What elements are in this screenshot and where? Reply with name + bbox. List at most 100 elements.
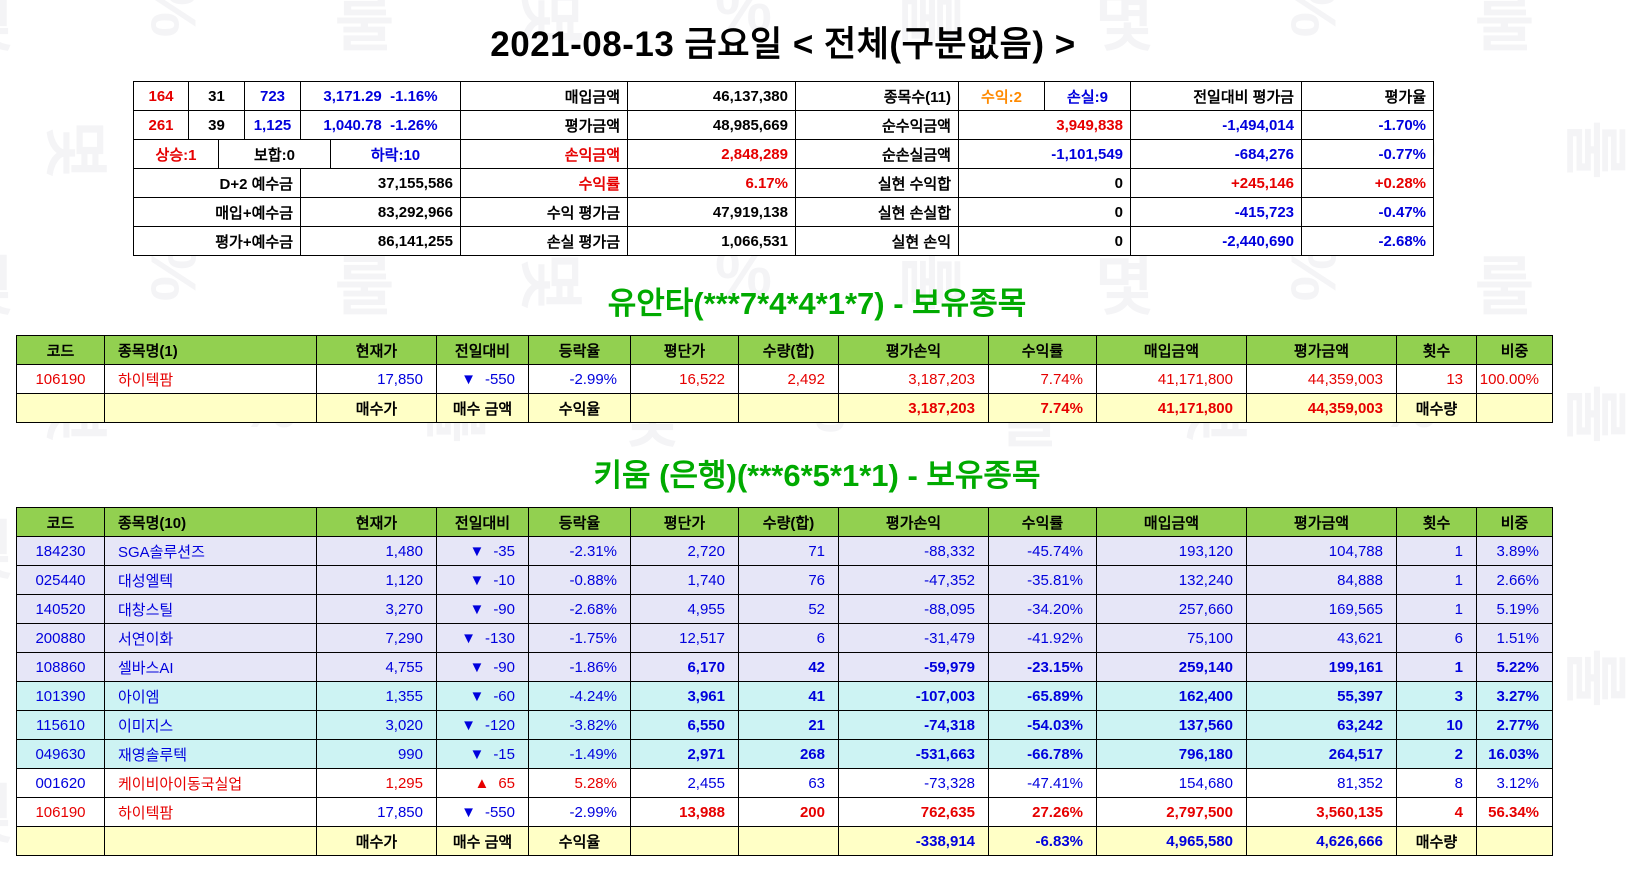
footer-buy-price-label: 매수가	[317, 827, 437, 856]
change-percent: -0.88%	[529, 566, 631, 595]
avg-price: 16,522	[631, 365, 739, 394]
eval-profit-loss: -73,328	[839, 769, 989, 798]
holdings-header-cell: 전일대비	[437, 508, 529, 537]
quantity: 21	[739, 711, 839, 740]
footer-total-eval-amount: 44,359,003	[1247, 394, 1397, 423]
summary-cell: 평가+예수금	[134, 227, 301, 256]
down-arrow-icon: ▼	[469, 687, 485, 705]
summary-cell: -1,494,014	[1131, 111, 1302, 140]
summary-row: D+2 예수금 37,155,586 수익률 6.17% 실현 수익합 0 +245,146…	[134, 169, 1434, 198]
holdings-row: 106190 하이텍팜 17,850 ▼ -550 -2.99% 16,522 2,492 3,…	[17, 365, 1553, 394]
price-change: ▼ -550	[437, 365, 529, 394]
trade-count: 3	[1397, 682, 1477, 711]
footer-empty	[1477, 827, 1553, 856]
profit-rate: -41.92%	[989, 624, 1097, 653]
buy-amount: 162,400	[1097, 682, 1247, 711]
eval-amount: 264,517	[1247, 740, 1397, 769]
change-percent: -2.31%	[529, 537, 631, 566]
current-price: 3,270	[317, 595, 437, 624]
stock-name: 하이텍팜	[105, 798, 317, 827]
profit-rate: -45.74%	[989, 537, 1097, 566]
change-percent: -3.82%	[529, 711, 631, 740]
summary-cell: 평가금액	[461, 111, 628, 140]
holdings-header-cell: 평가금액	[1247, 336, 1397, 365]
summary-cell: +245,146	[1131, 169, 1302, 198]
summary-cell: 손익금액	[461, 140, 628, 169]
weight-percent: 3.12%	[1477, 769, 1553, 798]
eval-amount: 63,242	[1247, 711, 1397, 740]
profit-rate: 7.74%	[989, 365, 1097, 394]
price-change-value: -550	[484, 803, 515, 821]
down-arrow-icon: ▼	[461, 803, 476, 821]
holdings-header-cell: 등락율	[529, 336, 631, 365]
price-change: ▲ 65	[437, 769, 529, 798]
trade-count: 10	[1397, 711, 1477, 740]
profit-rate: -35.81%	[989, 566, 1097, 595]
avg-price: 2,720	[631, 537, 739, 566]
price-change-value: -130	[484, 629, 515, 647]
footer-buy-qty-label: 매수량	[1397, 394, 1477, 423]
eval-amount: 43,621	[1247, 624, 1397, 653]
holdings-row: 184230 SGA솔루션즈 1,480 ▼ -35 -2.31% 2,720 71 -88,3…	[17, 537, 1553, 566]
current-price: 1,295	[317, 769, 437, 798]
footer-total-eval-amount: 4,626,666	[1247, 827, 1397, 856]
current-price: 3,020	[317, 711, 437, 740]
current-price: 1,120	[317, 566, 437, 595]
stock-code: 049630	[17, 740, 105, 769]
summary-cell: 수익률	[461, 169, 628, 198]
summary-cell: 전일대비 평가금	[1131, 82, 1302, 111]
down-arrow-icon: ▼	[469, 571, 485, 589]
change-percent: -2.68%	[529, 595, 631, 624]
stock-code: 001620	[17, 769, 105, 798]
summary-cell: +0.28%	[1302, 169, 1434, 198]
trade-count: 4	[1397, 798, 1477, 827]
summary-cell: 2,848,289	[628, 140, 796, 169]
summary-cell: -2,440,690	[1131, 227, 1302, 256]
holdings-row: 106190 하이텍팜 17,850 ▼ -550 -2.99% 13,988 200 762,…	[17, 798, 1553, 827]
footer-empty	[105, 394, 317, 423]
quantity: 6	[739, 624, 839, 653]
holdings-row: 115610 이미지스 3,020 ▼ -120 -3.82% 6,550 21 -74,318…	[17, 711, 1553, 740]
change-percent: 5.28%	[529, 769, 631, 798]
current-price: 17,850	[317, 798, 437, 827]
weight-percent: 1.51%	[1477, 624, 1553, 653]
price-change: ▼ -15	[437, 740, 529, 769]
summary-cell: 0	[959, 227, 1131, 256]
stock-code: 106190	[17, 365, 105, 394]
current-price: 1,355	[317, 682, 437, 711]
price-change: ▼ -90	[437, 595, 529, 624]
change-percent: -2.99%	[529, 365, 631, 394]
quantity: 71	[739, 537, 839, 566]
stock-code: 106190	[17, 798, 105, 827]
holdings-header-cell: 코드	[17, 508, 105, 537]
holdings-row: 140520 대창스틸 3,270 ▼ -90 -2.68% 4,955 52 -88,095-…	[17, 595, 1553, 624]
summary-cell: 1,040.78 -1.26%	[301, 111, 461, 140]
eval-amount: 84,888	[1247, 566, 1397, 595]
footer-empty	[739, 394, 839, 423]
summary-cell: 실현 손실합	[796, 198, 959, 227]
change-percent: -1.75%	[529, 624, 631, 653]
eval-amount: 169,565	[1247, 595, 1397, 624]
avg-price: 12,517	[631, 624, 739, 653]
summary-cell: 3,949,838	[959, 111, 1131, 140]
price-change: ▼ -60	[437, 682, 529, 711]
avg-price: 1,740	[631, 566, 739, 595]
price-change-value: -550	[484, 370, 515, 388]
price-change: ▼ -10	[437, 566, 529, 595]
down-arrow-icon: ▼	[469, 745, 485, 763]
avg-price: 2,971	[631, 740, 739, 769]
summary-cell: -1,101,549	[959, 140, 1131, 169]
summary-cell: -0.47%	[1302, 198, 1434, 227]
summary-cell: 수익 평가금	[461, 198, 628, 227]
stock-name: 하이텍팜	[105, 365, 317, 394]
current-price: 990	[317, 740, 437, 769]
holdings-header-cell: 횟수	[1397, 508, 1477, 537]
summary-cell: 상승:1	[134, 140, 219, 169]
trade-count: 6	[1397, 624, 1477, 653]
summary-cell: -684,276	[1131, 140, 1302, 169]
profit-rate: -66.78%	[989, 740, 1097, 769]
summary-cell: 723	[245, 82, 301, 111]
price-change: ▼ -130	[437, 624, 529, 653]
weight-percent: 100.00%	[1477, 365, 1553, 394]
eval-profit-loss: -47,352	[839, 566, 989, 595]
